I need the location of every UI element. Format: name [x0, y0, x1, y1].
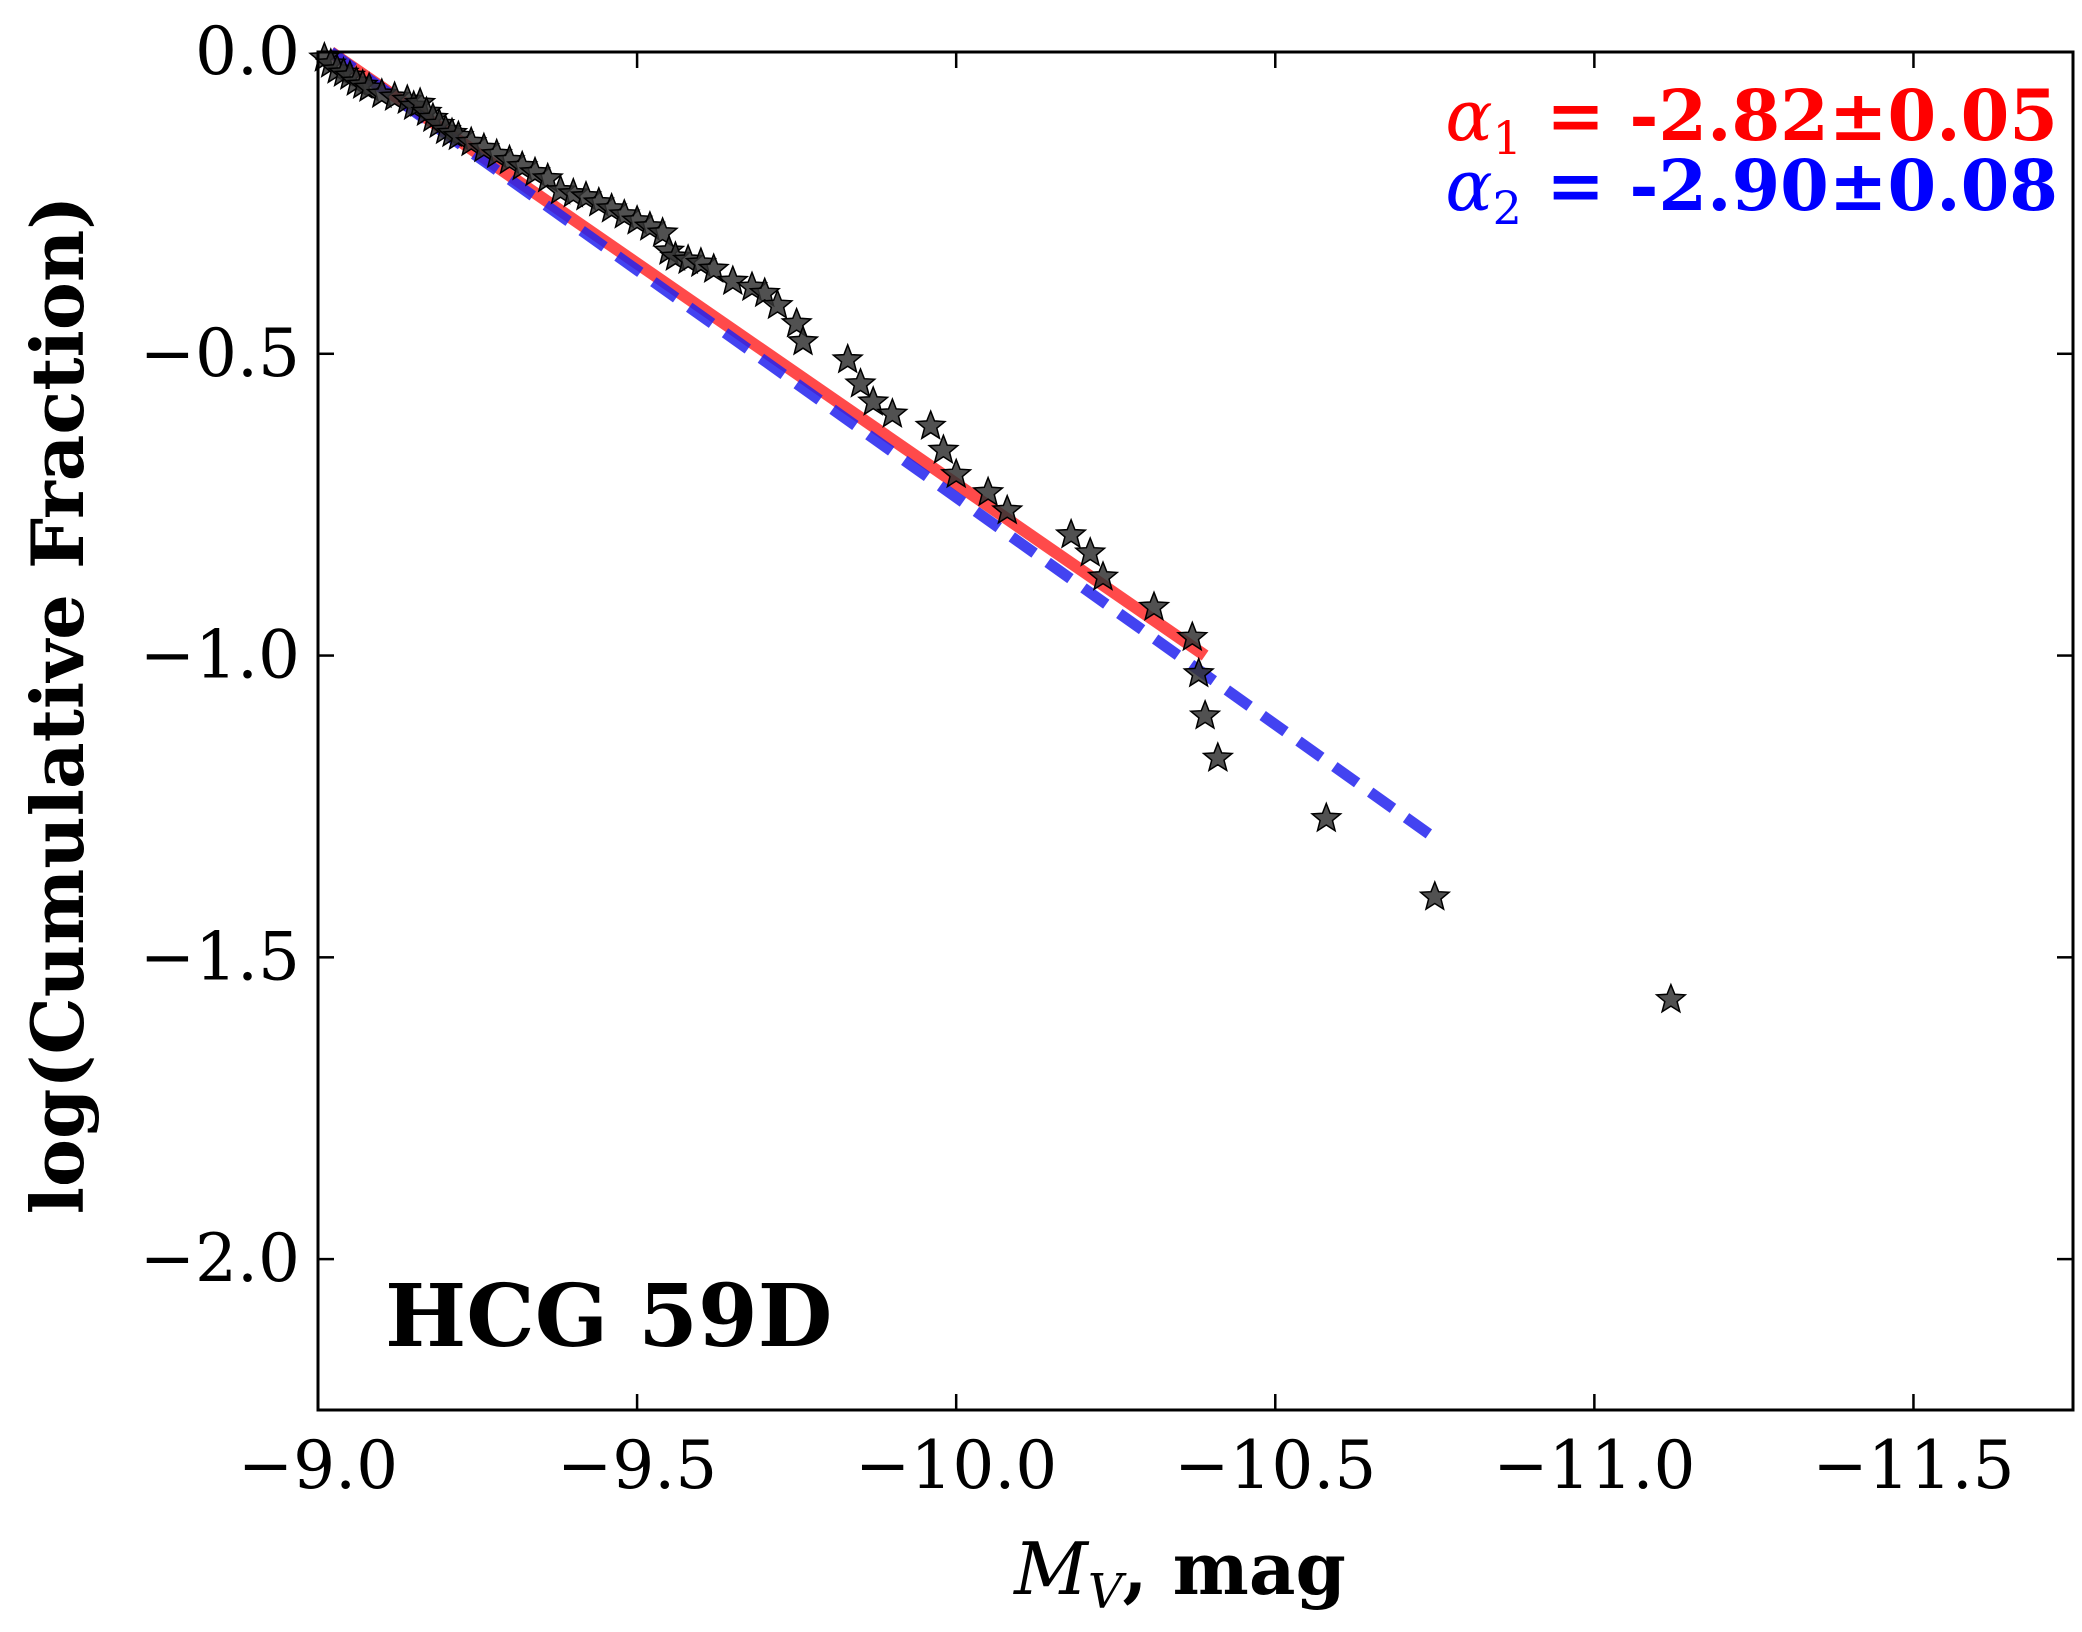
y-axis-title: log(Cumulative Fraction) [15, 196, 100, 1215]
x-axis-title: MV, mag [1012, 1526, 1346, 1620]
data-point-star [876, 397, 909, 428]
data-point-star [1176, 620, 1209, 652]
data-point-star [1310, 801, 1343, 833]
x-axis-title-units: , mag [1123, 1526, 1346, 1611]
data-point-star [857, 385, 890, 416]
alpha2-fit-line [327, 47, 1445, 848]
legend-value: = -2.82±0.05 [1522, 74, 2058, 157]
data-point-star [748, 276, 781, 308]
y-tick-label: −2.0 [140, 1220, 300, 1297]
data-point-star [914, 409, 947, 440]
axes-frame [316, 50, 2075, 1412]
data-point-star [1188, 698, 1222, 730]
legend-subscript: 2 [1493, 181, 1522, 235]
data-point-star [786, 324, 820, 356]
data-point-star [1086, 560, 1120, 591]
y-tick-label: −1.5 [140, 918, 300, 995]
data-points [308, 40, 1688, 1014]
legend-symbol: α [1445, 145, 1492, 227]
data-point-star [646, 216, 679, 247]
data-point-star [844, 366, 877, 398]
data-point-star [780, 306, 813, 338]
x-tick-label: −10.5 [1174, 1427, 1376, 1504]
legend-value: = -2.90±0.08 [1522, 144, 2058, 227]
y-tick-label: −0.5 [140, 315, 300, 392]
data-point-star [831, 342, 864, 374]
x-tick-label: −9.5 [557, 1427, 717, 1504]
data-point-star [1201, 741, 1235, 772]
x-tick-label: −10.0 [855, 1427, 1057, 1504]
data-point-star [531, 161, 564, 193]
x-tick-label: −11.0 [1493, 1427, 1695, 1504]
legend-entry-2: α2 = -2.90±0.08 [1445, 144, 2058, 235]
data-point-star [1054, 517, 1088, 549]
data-point-star [761, 288, 794, 320]
legend-symbol: α [1445, 75, 1492, 157]
x-axis-title-symbol: M [1012, 1527, 1090, 1611]
data-point-star [1137, 590, 1171, 622]
data-point-star [927, 433, 960, 465]
data-point-star [1182, 656, 1215, 688]
data-point-star [991, 493, 1024, 525]
data-point-star [716, 264, 750, 296]
legend-subscript: 1 [1493, 111, 1522, 165]
data-point-star [939, 457, 973, 489]
data-point-star [971, 475, 1005, 507]
axis-ticks: −9.0 −9.5 −10.0 −10.5 −11.0 −11.5 0.0 −0.5 −1.0 −… [140, 13, 2073, 1504]
data-point-star [1654, 982, 1688, 1014]
y-tick-label: 0.0 [195, 13, 300, 90]
legend-entry-1: α1 = -2.82±0.05 [1445, 74, 2058, 165]
data-point-star [697, 252, 730, 284]
galaxy-name-annotation: HCG 59D [385, 1266, 832, 1367]
x-tick-label: −11.5 [1812, 1427, 2014, 1504]
x-tick-label: −9.0 [238, 1427, 398, 1504]
data-point-star [1418, 879, 1452, 911]
data-point-star [1073, 535, 1107, 567]
y-tick-label: −1.0 [140, 617, 300, 694]
x-axis-title-subscript: V [1088, 1564, 1127, 1620]
